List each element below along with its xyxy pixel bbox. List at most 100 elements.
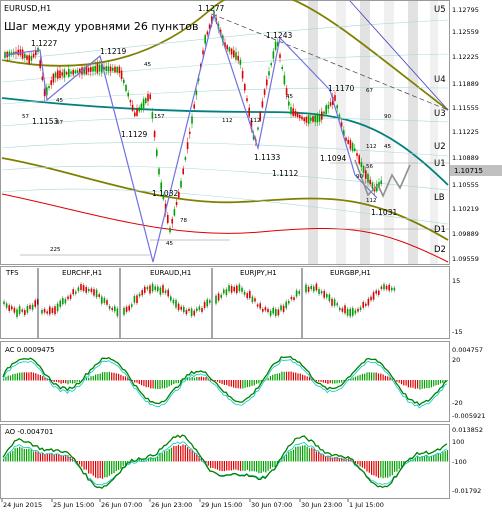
ao-bar — [49, 453, 51, 462]
candle-body — [224, 42, 226, 48]
candle-body — [103, 67, 105, 70]
ac-bar — [12, 374, 14, 381]
ao-bar — [124, 461, 127, 466]
mini-candle — [362, 302, 364, 308]
mini-candle — [82, 285, 85, 292]
ao-bar — [143, 459, 145, 462]
candle-body — [76, 70, 79, 73]
time-label: 24 Jun 2015 — [3, 501, 42, 509]
ao-bar — [336, 456, 338, 462]
ao-bar — [361, 461, 363, 468]
bar-count: 112 — [366, 144, 377, 150]
ac-bar — [306, 376, 308, 381]
tfs-panel[interactable] — [0, 266, 450, 339]
ac-bar — [256, 380, 258, 384]
ac-bar — [315, 380, 317, 382]
ao-bar — [426, 454, 428, 462]
mini-candle — [385, 285, 388, 290]
candle-body — [281, 66, 283, 70]
ac-bar — [357, 375, 359, 381]
ao-bar — [237, 461, 239, 471]
ao-bar — [384, 461, 386, 478]
ac-bar — [127, 377, 129, 381]
mini-candle — [372, 292, 375, 300]
ao-bar — [69, 456, 71, 462]
price-scale-label: 1.11889 — [452, 80, 479, 88]
candle-body — [272, 51, 275, 59]
candle-body — [195, 90, 198, 96]
ac-bar — [228, 380, 230, 387]
mini-candle — [103, 298, 106, 303]
mini-candle — [288, 300, 290, 304]
mini-candle — [275, 309, 277, 317]
ao-bar — [308, 448, 311, 462]
mini-candle — [230, 285, 233, 293]
candle-body — [305, 117, 308, 123]
level-label: LB — [434, 193, 445, 203]
candle-body — [321, 111, 323, 120]
candle-body — [237, 55, 239, 61]
ac-bar — [281, 371, 283, 381]
candle-body — [235, 52, 237, 60]
mini-candle — [256, 304, 259, 307]
ac-bar — [136, 380, 138, 383]
ac-label: AC 0.0009475 — [5, 346, 55, 354]
tfs-label: TFS — [5, 269, 19, 277]
mini-candle — [318, 289, 320, 295]
ac-bar — [442, 380, 444, 383]
ao-bar — [421, 456, 423, 462]
candle-body — [211, 16, 213, 25]
candle-body — [116, 66, 118, 73]
candle-body — [107, 66, 110, 72]
mini-candle — [31, 304, 34, 310]
candle-body — [239, 59, 242, 65]
candle-body — [173, 209, 176, 216]
ao-bar — [297, 446, 299, 462]
time-label: 25 Jun 15:00 — [53, 501, 94, 509]
mini-candle — [106, 300, 108, 305]
mini-candle — [16, 309, 18, 317]
level-step-annotation: Шаг между уровнями 26 пунктов — [4, 20, 198, 33]
ao-bar — [159, 453, 161, 462]
ao-bar — [92, 461, 94, 476]
ac-bar — [205, 377, 207, 381]
candle-body — [266, 79, 268, 86]
candle-body — [98, 64, 101, 72]
ao-bar — [111, 461, 113, 475]
ao-bar — [95, 461, 97, 478]
candle-body — [252, 134, 255, 140]
candle-body — [123, 79, 125, 84]
ao-bar — [42, 452, 44, 462]
mini-candle — [269, 310, 272, 316]
ao-bar — [175, 445, 177, 462]
mini-candle — [88, 288, 90, 292]
ac-bar — [16, 373, 18, 381]
ac-bar — [334, 380, 336, 384]
mini-candle — [177, 303, 180, 311]
ao-bar — [127, 461, 129, 463]
ao-bar — [76, 461, 78, 463]
ao-bar — [306, 446, 308, 462]
mini-candle — [141, 290, 143, 296]
mini-candle — [175, 300, 177, 308]
ao-bar — [157, 456, 159, 462]
mini-candle — [209, 300, 211, 303]
candle-body — [151, 112, 154, 119]
ao-bar — [150, 456, 152, 462]
mini-candle — [388, 284, 390, 291]
ac-bar — [28, 372, 30, 381]
candle-body — [114, 66, 116, 73]
mini-candle — [246, 293, 248, 299]
mini-candle — [164, 290, 167, 294]
ao-bar — [403, 461, 405, 465]
candle-body — [268, 71, 270, 76]
candle-body — [118, 66, 121, 74]
ao-bar — [164, 451, 166, 462]
ac-bar — [104, 372, 106, 381]
candle-body — [65, 72, 68, 75]
candle-body — [246, 98, 248, 101]
bar-count: 112 — [250, 118, 261, 124]
mini-candle — [41, 310, 43, 314]
mini-candle — [51, 308, 54, 313]
